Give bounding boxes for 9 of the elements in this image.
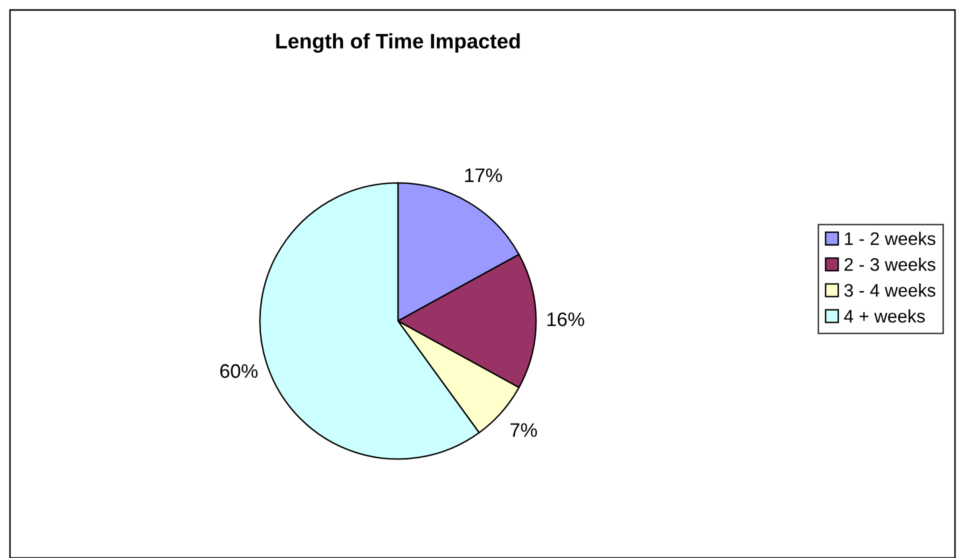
- data-label: 17%: [465, 168, 502, 182]
- data-label: 60%: [220, 364, 258, 378]
- chart-title: Length of Time Impacted: [276, 33, 520, 53]
- legend-label: 3 - 4 weeks: [844, 284, 936, 297]
- data-label: 16%: [547, 312, 584, 326]
- legend-label: 2 - 3 weeks: [844, 258, 936, 271]
- legend-label: 1 - 2 weeks: [845, 232, 936, 246]
- legend-label: 4 + weeks: [844, 309, 925, 323]
- data-label: 7%: [510, 423, 537, 437]
